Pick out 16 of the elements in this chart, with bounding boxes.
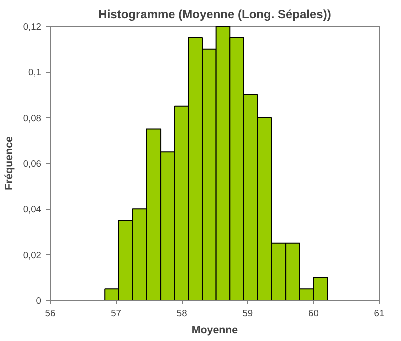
chart-title: Histogramme (Moyenne (Long. Sépales)) <box>98 8 332 22</box>
y-tick-label: 0,12 <box>23 22 42 32</box>
x-tick-label: 61 <box>374 308 385 318</box>
y-tick-label: 0,1 <box>28 68 42 78</box>
x-tick-label: 60 <box>308 308 319 318</box>
y-axis-title: Fréquence <box>3 136 16 190</box>
y-tick-label: 0,08 <box>23 113 42 124</box>
x-tick-label: 56 <box>45 308 56 318</box>
y-tick-label: 0,06 <box>23 159 42 169</box>
y-tick-label: 0,04 <box>23 204 42 215</box>
y-tick-label: 0 <box>36 296 42 306</box>
x-tick-label: 57 <box>111 308 122 318</box>
x-axis-title: Moyenne <box>192 324 238 336</box>
x-tick-label: 59 <box>242 308 254 318</box>
y-tick-label: 0,02 <box>23 250 42 260</box>
x-tick-label: 58 <box>176 308 188 318</box>
